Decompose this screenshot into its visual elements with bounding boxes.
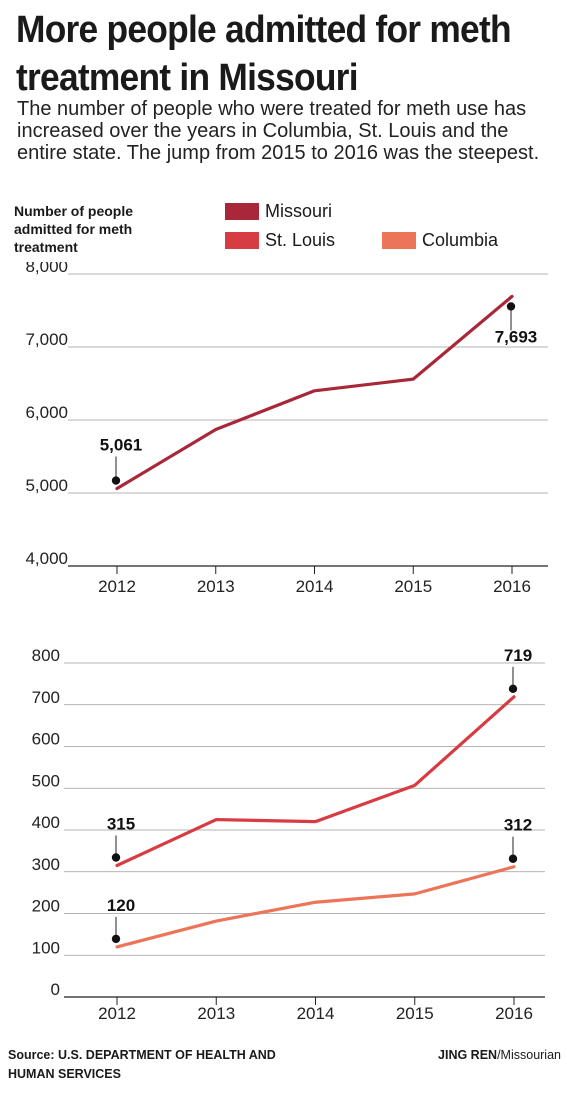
y-tick-label: 400 xyxy=(32,813,60,832)
series-line-columbia xyxy=(115,865,516,949)
x-tick-label: 2013 xyxy=(197,1004,235,1023)
y-tick-label: 200 xyxy=(32,897,60,916)
data-label-text: 312 xyxy=(504,816,532,835)
y-tick-label: 600 xyxy=(32,730,60,749)
data-label-text: 5,061 xyxy=(100,436,143,455)
series-line-st-louis xyxy=(115,695,516,868)
data-label-text: 315 xyxy=(107,814,135,833)
y-tick-label: 6,000 xyxy=(25,403,68,422)
credit-name: JING REN xyxy=(438,1048,498,1062)
data-label-missouri-2016: 7,693 xyxy=(495,302,538,346)
subtitle: The number of people who were treated fo… xyxy=(17,98,540,164)
source-note: Source: U.S. DEPARTMENT OF HEALTH AND HU… xyxy=(8,1048,276,1081)
y-tick-label: 0 xyxy=(51,980,60,999)
data-label-columbia-2016: 312 xyxy=(504,816,532,863)
data-label-text: 7,693 xyxy=(495,327,538,346)
x-tick-label: 2014 xyxy=(297,1004,335,1023)
y-axis-label: Number of people admitted for meth treat… xyxy=(14,203,134,255)
y-tick-label: 5,000 xyxy=(25,476,68,495)
callout-dot xyxy=(111,934,121,944)
x-tick-label: 2012 xyxy=(98,577,136,596)
x-tick-label: 2015 xyxy=(396,1004,434,1023)
x-tick-label: 2013 xyxy=(197,577,235,596)
series-line-missouri xyxy=(115,294,514,491)
credit-org: /Missourian xyxy=(497,1048,561,1062)
legend-swatch-columbia xyxy=(382,232,416,249)
callout-dot xyxy=(111,853,121,862)
y-tick-label: 700 xyxy=(32,688,60,707)
data-label-missouri-2012: 5,061 xyxy=(100,436,143,485)
missouri-line-chart: 4,000 5,000 6,000 7,000 8,000 2012 2013 2014 201… xyxy=(25,262,548,596)
x-tick-label: 2015 xyxy=(394,577,432,596)
data-label-columbia-2012: 120 xyxy=(107,896,135,944)
legend-swatch-missouri xyxy=(225,203,259,220)
legend-item-st-louis: St. Louis xyxy=(225,230,335,251)
x-tick-label: 2016 xyxy=(495,1004,533,1023)
data-label-text: 120 xyxy=(107,896,135,915)
y-tick-label: 7,000 xyxy=(25,330,68,349)
x-tick-label: 2016 xyxy=(493,577,531,596)
legend-label-missouri: Missouri xyxy=(265,201,333,221)
credit: JING REN/Missourian xyxy=(438,1046,561,1065)
x-tick-label: 2014 xyxy=(296,577,334,596)
y-tick-label: 4,000 xyxy=(25,549,68,568)
y-tick-label: 8,000 xyxy=(25,262,68,276)
legend-item-missouri: Missouri xyxy=(225,201,332,222)
legend-item-columbia: Columbia xyxy=(382,230,498,251)
y-tick-label: 100 xyxy=(32,938,60,957)
data-label-st-louis-2016: 719 xyxy=(504,646,532,694)
callout-dot xyxy=(508,684,518,694)
callout-dot xyxy=(508,854,518,863)
y-tick-label: 800 xyxy=(32,646,60,665)
callout-dot xyxy=(111,476,121,485)
legend-label-columbia: Columbia xyxy=(422,230,499,250)
y-tick-label: 300 xyxy=(32,855,60,874)
st-louis-columbia-line-chart: 0 100 200 300 400 500 600 700 800 2012 2013 2014 201… xyxy=(32,646,545,1023)
legend-swatch-st-louis xyxy=(225,232,259,249)
data-label-text: 719 xyxy=(504,646,532,665)
x-tick-label: 2012 xyxy=(98,1004,136,1023)
headline: More people admitted for meth treatment … xyxy=(16,9,512,99)
y-tick-label: 500 xyxy=(32,771,60,790)
legend-label-st-louis: St. Louis xyxy=(265,230,336,250)
callout-dot xyxy=(506,302,516,311)
data-label-st-louis-2012: 315 xyxy=(107,814,135,862)
